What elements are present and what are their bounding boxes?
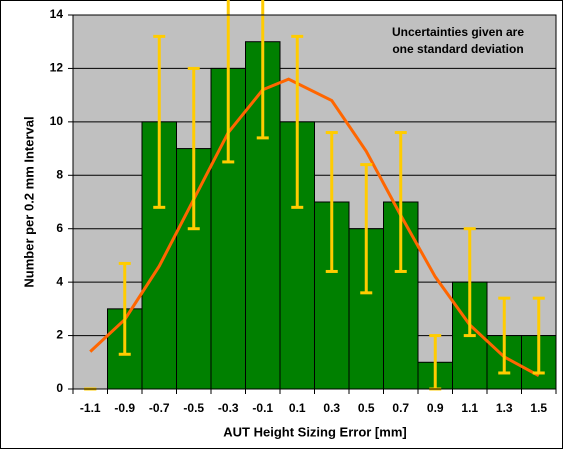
error-bar <box>256 0 269 140</box>
x-tick-label: -0.7 <box>149 401 170 415</box>
error-bar <box>291 34 304 209</box>
x-tick-label: 0.3 <box>323 401 340 415</box>
error-bar <box>118 261 131 356</box>
x-tick-label: 0.7 <box>392 401 409 415</box>
y-tick-label: 8 <box>56 167 63 181</box>
x-tick-label: 1.5 <box>530 401 547 415</box>
x-tick-label: 1.1 <box>461 401 478 415</box>
error-bar <box>394 131 407 273</box>
y-axis-label: Number per 0.2 mm Interval <box>21 116 36 287</box>
x-tick-label: 0.1 <box>289 401 306 415</box>
error-bar <box>222 0 235 164</box>
x-tick-label: -0.9 <box>114 401 135 415</box>
y-tick-label: 2 <box>56 328 63 342</box>
error-bar <box>187 66 200 231</box>
y-tick-label: 4 <box>56 274 63 288</box>
y-tick-label: 10 <box>50 114 64 128</box>
fit-curve <box>89 77 540 377</box>
y-tick-label: 6 <box>56 221 63 235</box>
x-tick-label: -0.3 <box>218 401 239 415</box>
error-bar <box>360 163 373 295</box>
error-bar <box>532 296 545 375</box>
error-bar <box>153 34 166 209</box>
x-tick-label: 1.3 <box>496 401 513 415</box>
x-tick-label: -1.1 <box>80 401 101 415</box>
error-bar <box>463 227 476 338</box>
y-tick-label: 14 <box>50 7 64 21</box>
x-tick-label: -0.1 <box>252 401 273 415</box>
error-bar <box>325 131 338 273</box>
x-tick-label: 0.5 <box>358 401 375 415</box>
annotation: Uncertainties given are <box>392 25 524 39</box>
x-tick-label: -0.5 <box>183 401 204 415</box>
x-tick-label: 0.9 <box>427 401 444 415</box>
annotation: one standard deviation <box>392 42 523 56</box>
x-axis-label: AUT Height Sizing Error [mm] <box>223 424 406 439</box>
error-bar <box>498 296 511 375</box>
y-tick-label: 12 <box>50 61 64 75</box>
y-tick-label: 0 <box>56 381 63 395</box>
